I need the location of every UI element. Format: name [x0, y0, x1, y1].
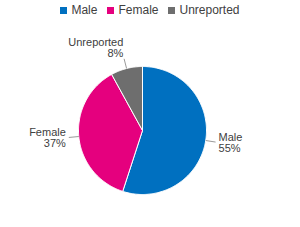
svg-text:Female37%: Female37% — [29, 126, 66, 149]
html-text:Female: Female — [118, 3, 159, 17]
html-text:Male: Male — [71, 3, 98, 17]
html-text:Unreported: Unreported — [179, 3, 240, 17]
svg-text:Unreported8%: Unreported8% — [68, 36, 123, 59]
svg-text:Male55%: Male55% — [219, 131, 243, 154]
